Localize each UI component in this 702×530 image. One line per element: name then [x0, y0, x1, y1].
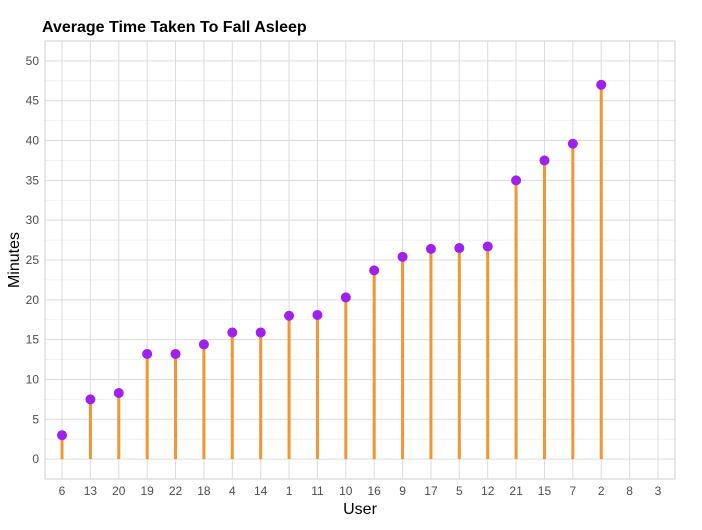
- panel-border: [44, 40, 676, 480]
- y-tick-label: 40: [26, 134, 40, 148]
- data-point: [284, 310, 295, 321]
- x-tick-label: 18: [197, 484, 211, 498]
- x-tick-label: 17: [424, 484, 438, 498]
- data-point: [511, 175, 522, 186]
- x-tick-label: 14: [254, 484, 268, 498]
- y-tick-label: 50: [26, 54, 40, 68]
- points: [57, 79, 607, 441]
- data-point: [227, 327, 238, 338]
- data-point: [397, 251, 408, 262]
- grid: [45, 41, 675, 479]
- x-axis-ticks: 6 13 20 19 22 18 4 14 1 11 10 16 9 17 5 12 21 15 7 2 8 3: [59, 484, 662, 498]
- data-point: [312, 309, 323, 320]
- data-point: [113, 387, 124, 398]
- x-tick-label: 10: [339, 484, 353, 498]
- data-point: [369, 265, 380, 276]
- data-point: [170, 348, 181, 359]
- x-tick-label: 1: [286, 484, 293, 498]
- data-point: [340, 292, 351, 303]
- x-tick-label: 13: [84, 484, 98, 498]
- data-point: [482, 241, 493, 252]
- chart-title: Average Time Taken To Fall Asleep: [42, 19, 307, 36]
- data-point: [539, 155, 550, 166]
- x-tick-label: 15: [538, 484, 552, 498]
- x-tick-label: 12: [481, 484, 495, 498]
- y-tick-label: 45: [26, 94, 40, 108]
- x-tick-label: 3: [655, 484, 662, 498]
- y-axis-ticks: 0 5 10 15 20 25 30 35 40 45 50: [26, 54, 40, 466]
- x-tick-label: 5: [456, 484, 463, 498]
- y-axis-title: Minutes: [6, 232, 23, 288]
- data-point: [85, 394, 96, 405]
- x-tick-label: 22: [169, 484, 183, 498]
- x-tick-label: 20: [112, 484, 126, 498]
- stems: [60, 84, 603, 460]
- y-tick-label: 20: [26, 293, 40, 307]
- x-tick-label: 8: [626, 484, 633, 498]
- x-tick-label: 2: [598, 484, 605, 498]
- x-tick-label: 6: [59, 484, 66, 498]
- y-tick-label: 0: [32, 452, 39, 466]
- data-point: [425, 243, 436, 254]
- x-tick-label: 9: [399, 484, 406, 498]
- y-tick-label: 15: [26, 333, 40, 347]
- y-tick-label: 25: [26, 253, 40, 267]
- data-point: [198, 339, 209, 350]
- x-tick-label: 21: [509, 484, 523, 498]
- x-tick-label: 4: [229, 484, 236, 498]
- x-axis-title: User: [343, 501, 377, 518]
- y-tick-label: 10: [26, 372, 40, 386]
- data-point: [596, 79, 607, 90]
- y-tick-label: 30: [26, 213, 40, 227]
- y-tick-label: 35: [26, 173, 40, 187]
- y-tick-label: 5: [32, 412, 39, 426]
- data-point: [255, 327, 266, 338]
- x-tick-label: 11: [311, 484, 324, 498]
- data-point: [454, 243, 465, 254]
- x-tick-label: 7: [569, 484, 576, 498]
- data-point: [567, 138, 578, 149]
- data-point: [57, 430, 68, 441]
- data-point: [142, 348, 153, 359]
- x-tick-label: 16: [368, 484, 382, 498]
- x-tick-label: 19: [140, 484, 154, 498]
